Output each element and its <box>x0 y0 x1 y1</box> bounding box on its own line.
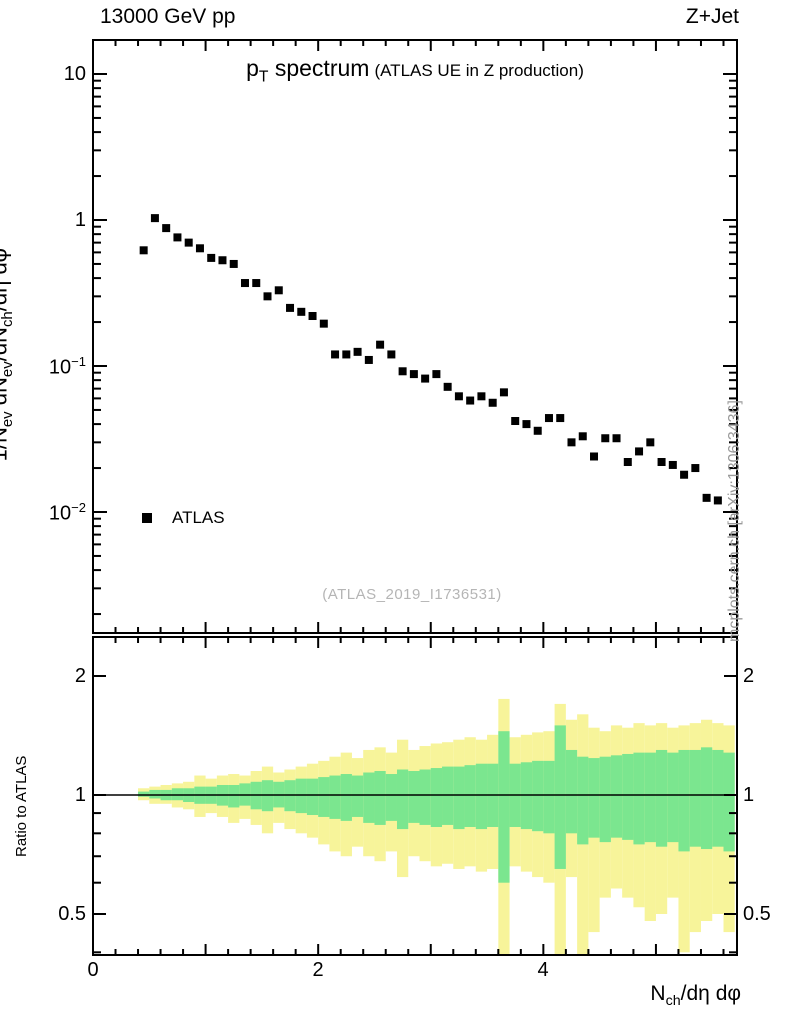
y-tick-label: 10 <box>63 63 86 85</box>
process-label: Z+Jet <box>685 5 739 28</box>
axis-ticks <box>92 40 737 955</box>
ratio-tick-label-right: 1 <box>743 784 755 806</box>
analysis-id-watermark: (ATLAS_2019_I1736531) <box>322 586 502 603</box>
ratio-tick-label-left: 2 <box>74 665 86 687</box>
y-tick-label: 1 <box>74 209 86 231</box>
data-points-atlas <box>139 214 722 505</box>
plot-title-observable: pT spectrum <box>246 55 370 86</box>
x-tick-label: 4 <box>537 959 549 981</box>
beam-energy-label: 13000 GeV pp <box>100 5 236 28</box>
y-tick-label: 10−2 <box>48 500 86 525</box>
ratio-tick-label-right: 0.5 <box>743 903 771 925</box>
ratio-tick-label-right: 2 <box>743 665 755 687</box>
ratio-tick-label-left: 1 <box>74 784 86 806</box>
legend-marker-square <box>142 513 152 523</box>
ratio-uncertainty-bands <box>138 698 735 955</box>
y-tick-label: 10−1 <box>48 354 86 379</box>
plot-title: pT spectrum (ATLAS UE in Z production) <box>246 55 584 87</box>
mcplots-side-note: mcplots.cern.ch [arXiv:1306.3436] <box>726 400 743 642</box>
y-axis-label: 1/Nev dNev/dNch/dη dφ <box>0 248 16 462</box>
ratio-axis-label: Ratio to ATLAS <box>13 755 30 857</box>
x-axis-label: Nch/dη dφ <box>650 982 741 1010</box>
legend-label: ATLAS <box>172 508 225 527</box>
x-tick-label: 0 <box>87 959 99 981</box>
x-tick-label: 2 <box>312 959 324 981</box>
main-panel-frame <box>92 39 738 634</box>
ratio-tick-label-left: 0.5 <box>58 903 86 925</box>
plot-title-qualifier: (ATLAS UE in Z production) <box>374 61 584 80</box>
